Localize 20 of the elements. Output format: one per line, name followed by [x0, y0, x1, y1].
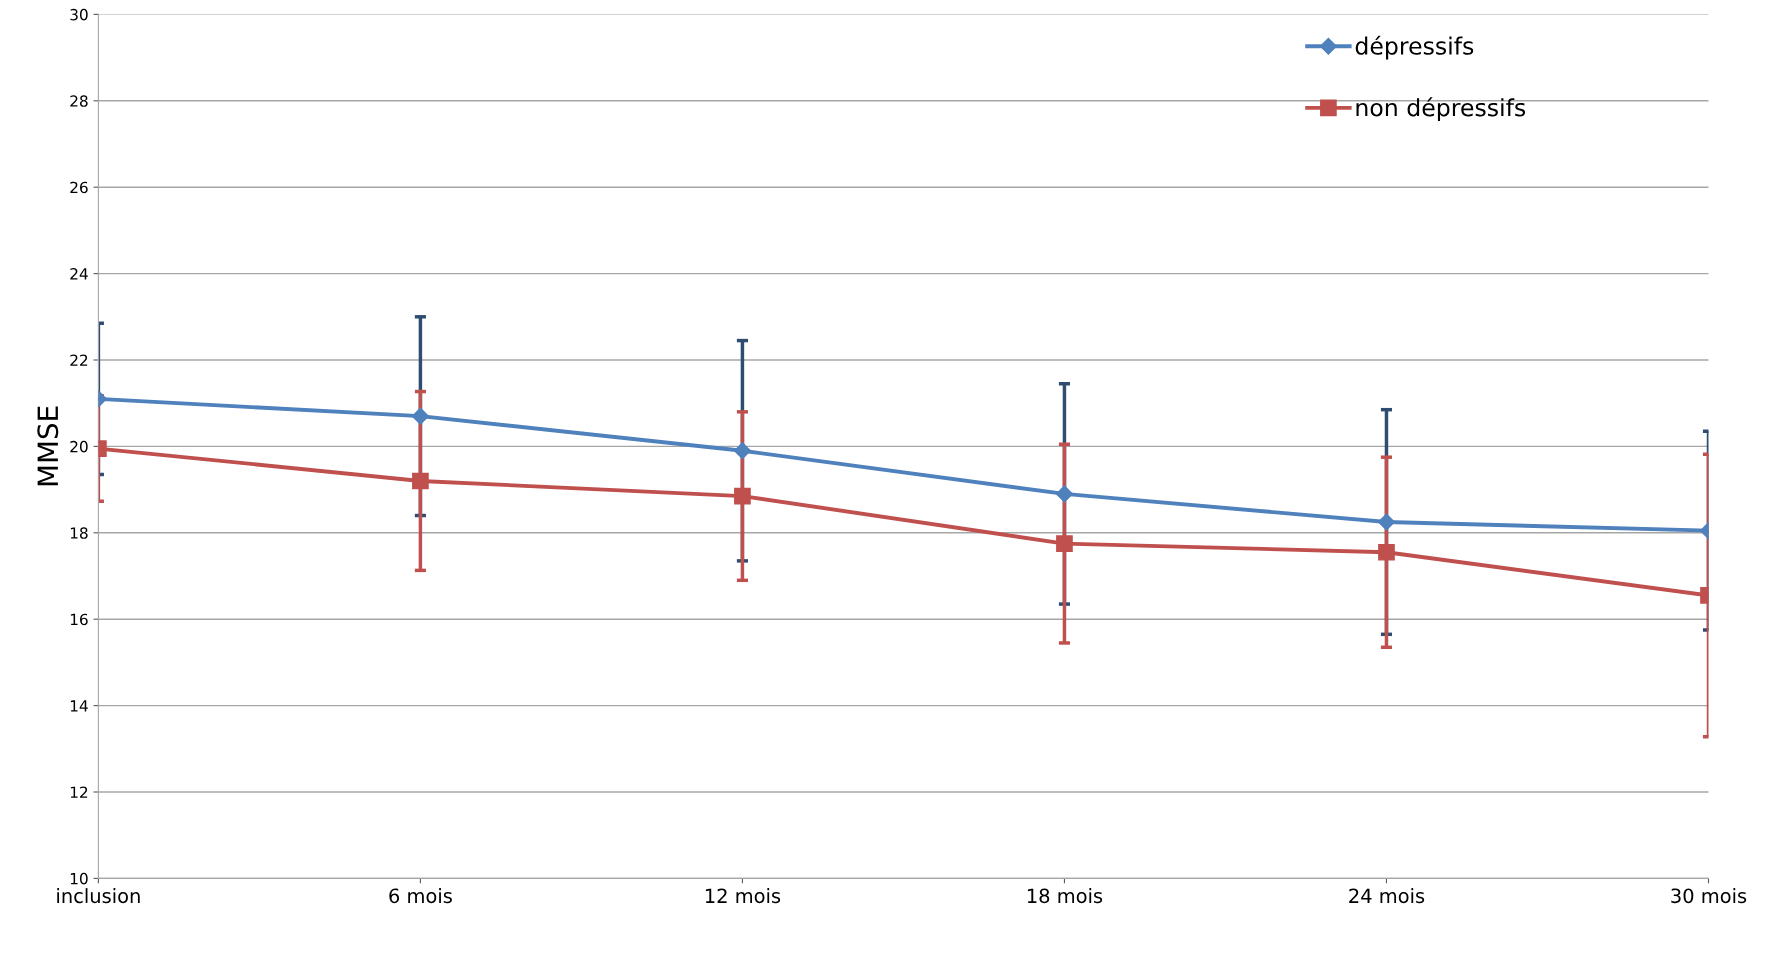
legend-label: non dépressifs	[1356, 97, 1526, 122]
y-tick-label: 26	[70, 181, 88, 194]
y-tick-label: 18	[70, 527, 88, 539]
x-tick-label: 24 mois	[1349, 888, 1425, 904]
x-tick-label: 6 mois	[389, 888, 452, 904]
y-tick-label: 30	[70, 8, 88, 21]
x-tick-label: 12 mois	[705, 888, 781, 904]
x-tick-label: 30 mois	[1671, 888, 1747, 904]
y-tick-label: 12	[70, 786, 88, 798]
legend-label: dépressifs	[1355, 35, 1474, 60]
y-tick-label: 20	[70, 440, 88, 453]
y-tick-label: 24	[70, 268, 88, 280]
y-tick-label: 22	[70, 354, 88, 366]
x-tick-label: inclusion	[57, 888, 140, 904]
y-tick-label: 14	[70, 700, 88, 712]
y-tick-label: 10	[70, 872, 88, 885]
y-tick-label: 28	[70, 95, 88, 107]
y-tick-label: 16	[70, 613, 88, 626]
y-axis-title: MMSE	[37, 406, 59, 486]
x-tick-label: 18 mois	[1027, 888, 1103, 904]
